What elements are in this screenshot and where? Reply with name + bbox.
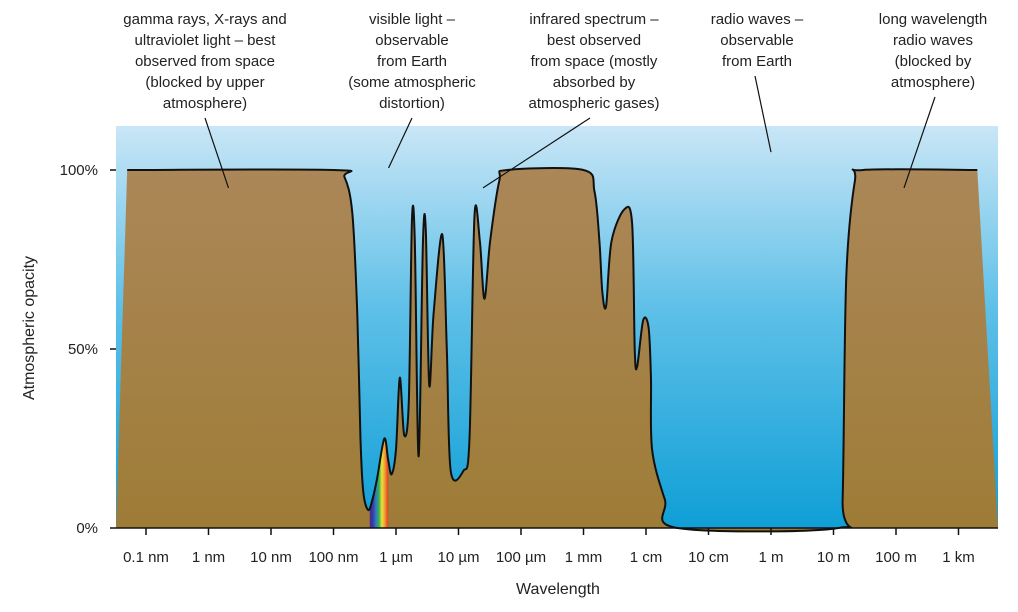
- annotation-leader-line: [482, 117, 591, 189]
- x-tick-label: 0.1 nm: [123, 549, 169, 566]
- x-tick-label: 1 m: [758, 549, 783, 566]
- annotation-line: (blocked by: [895, 53, 972, 70]
- annotation-line: observed from space: [135, 53, 275, 70]
- annotation-leader-line: [903, 96, 936, 189]
- annotation-line: observable: [375, 32, 448, 49]
- annotation-line: (some atmospheric: [348, 74, 476, 91]
- x-axis-ticks: 0.1 nm 1 nm 10 nm 100 nm 1 µm 10 µm 100 µm 1 mm…: [123, 528, 975, 566]
- annotation-line: infrared spectrum –: [529, 11, 659, 28]
- x-tick-label: 10 µm: [438, 549, 480, 566]
- y-tick-label: 100%: [60, 162, 98, 179]
- annotation-line: from Earth: [377, 53, 447, 70]
- annotation-leader-line: [388, 117, 413, 169]
- annotation-line: atmosphere): [891, 74, 975, 91]
- annotation-line: atmosphere): [163, 95, 247, 112]
- annotation: infrared spectrum – best observed from spa…: [482, 11, 660, 189]
- annotation-line: best observed: [547, 32, 641, 49]
- annotation-line: distortion): [379, 95, 445, 112]
- annotation-line: absorbed by: [553, 74, 636, 91]
- opacity-curve: [127, 167, 978, 533]
- x-tick-label: 1 mm: [565, 549, 603, 566]
- annotation: long wavelength radio waves (blocked by atm…: [879, 11, 987, 189]
- annotation-line: from space (mostly: [531, 53, 658, 70]
- y-axis-ticks: 0% 50% 100%: [60, 162, 116, 537]
- y-tick-label: 50%: [68, 341, 98, 358]
- annotation: gamma rays, X-rays and ultraviolet light …: [123, 11, 287, 189]
- x-tick-label: 10 m: [817, 549, 850, 566]
- x-tick-label: 100 µm: [496, 549, 546, 566]
- x-tick-label: 1 km: [942, 549, 975, 566]
- annotations: gamma rays, X-rays and ultraviolet light …: [123, 11, 987, 189]
- x-tick-label: 1 nm: [192, 549, 225, 566]
- x-tick-label: 1 cm: [630, 549, 663, 566]
- annotation-line: long wavelength: [879, 11, 987, 28]
- annotation-line: radio waves –: [711, 11, 804, 28]
- annotation-line: radio waves: [893, 32, 973, 49]
- y-tick-label: 0%: [76, 520, 98, 537]
- x-tick-label: 100 nm: [308, 549, 358, 566]
- annotation: visible light – observable from Earth (some…: [348, 11, 476, 169]
- annotation-line: atmospheric gases): [529, 95, 660, 112]
- annotation-line: observable: [720, 32, 793, 49]
- annotation-leader-line: [204, 117, 230, 189]
- x-tick-label: 100 m: [875, 549, 917, 566]
- annotation-line: visible light –: [369, 11, 456, 28]
- annotation-line: from Earth: [722, 53, 792, 70]
- annotation-line: ultraviolet light – best: [135, 32, 277, 49]
- annotation-leader-line: [754, 75, 772, 153]
- x-tick-label: 10 cm: [688, 549, 729, 566]
- annotation-line: gamma rays, X-rays and: [123, 11, 286, 28]
- y-axis-title: Atmospheric opacity: [21, 256, 38, 400]
- x-axis-title: Wavelength: [516, 581, 600, 598]
- x-tick-label: 10 nm: [250, 549, 292, 566]
- annotation-line: (blocked by upper: [145, 74, 264, 91]
- x-tick-label: 1 µm: [379, 549, 413, 566]
- opacity-area: [116, 168, 998, 532]
- annotation: radio waves – observable from Earth: [711, 11, 804, 153]
